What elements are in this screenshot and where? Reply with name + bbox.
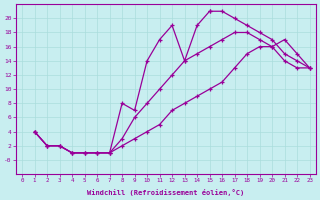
X-axis label: Windchill (Refroidissement éolien,°C): Windchill (Refroidissement éolien,°C) bbox=[87, 189, 244, 196]
